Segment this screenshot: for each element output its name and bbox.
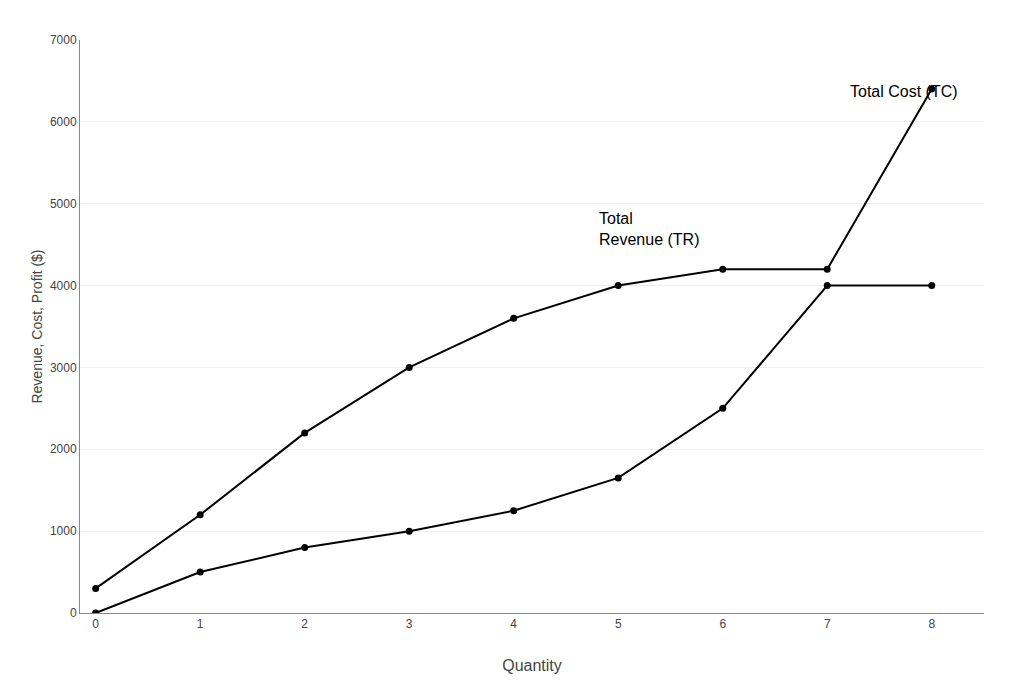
svg-text:5: 5 <box>615 617 622 631</box>
svg-text:4000: 4000 <box>50 279 77 293</box>
svg-text:4: 4 <box>510 617 517 631</box>
svg-text:Quantity: Quantity <box>502 657 562 674</box>
svg-text:1: 1 <box>197 617 204 631</box>
svg-text:7: 7 <box>824 617 831 631</box>
svg-text:TotalRevenue (TR): TotalRevenue (TR) <box>599 210 699 248</box>
svg-text:7000: 7000 <box>50 33 77 47</box>
svg-text:Revenue, Cost, Profit ($): Revenue, Cost, Profit ($) <box>29 249 45 403</box>
svg-text:6: 6 <box>719 617 726 631</box>
svg-text:0: 0 <box>70 606 77 620</box>
svg-text:Total Cost (TC): Total Cost (TC) <box>850 83 958 100</box>
svg-text:5000: 5000 <box>50 197 77 211</box>
svg-text:3: 3 <box>406 617 413 631</box>
svg-text:2: 2 <box>301 617 308 631</box>
svg-text:0: 0 <box>92 617 99 631</box>
svg-text:8: 8 <box>928 617 935 631</box>
svg-text:2000: 2000 <box>50 442 77 456</box>
svg-text:6000: 6000 <box>50 115 77 129</box>
svg-text:3000: 3000 <box>50 361 77 375</box>
svg-text:1000: 1000 <box>50 524 77 538</box>
